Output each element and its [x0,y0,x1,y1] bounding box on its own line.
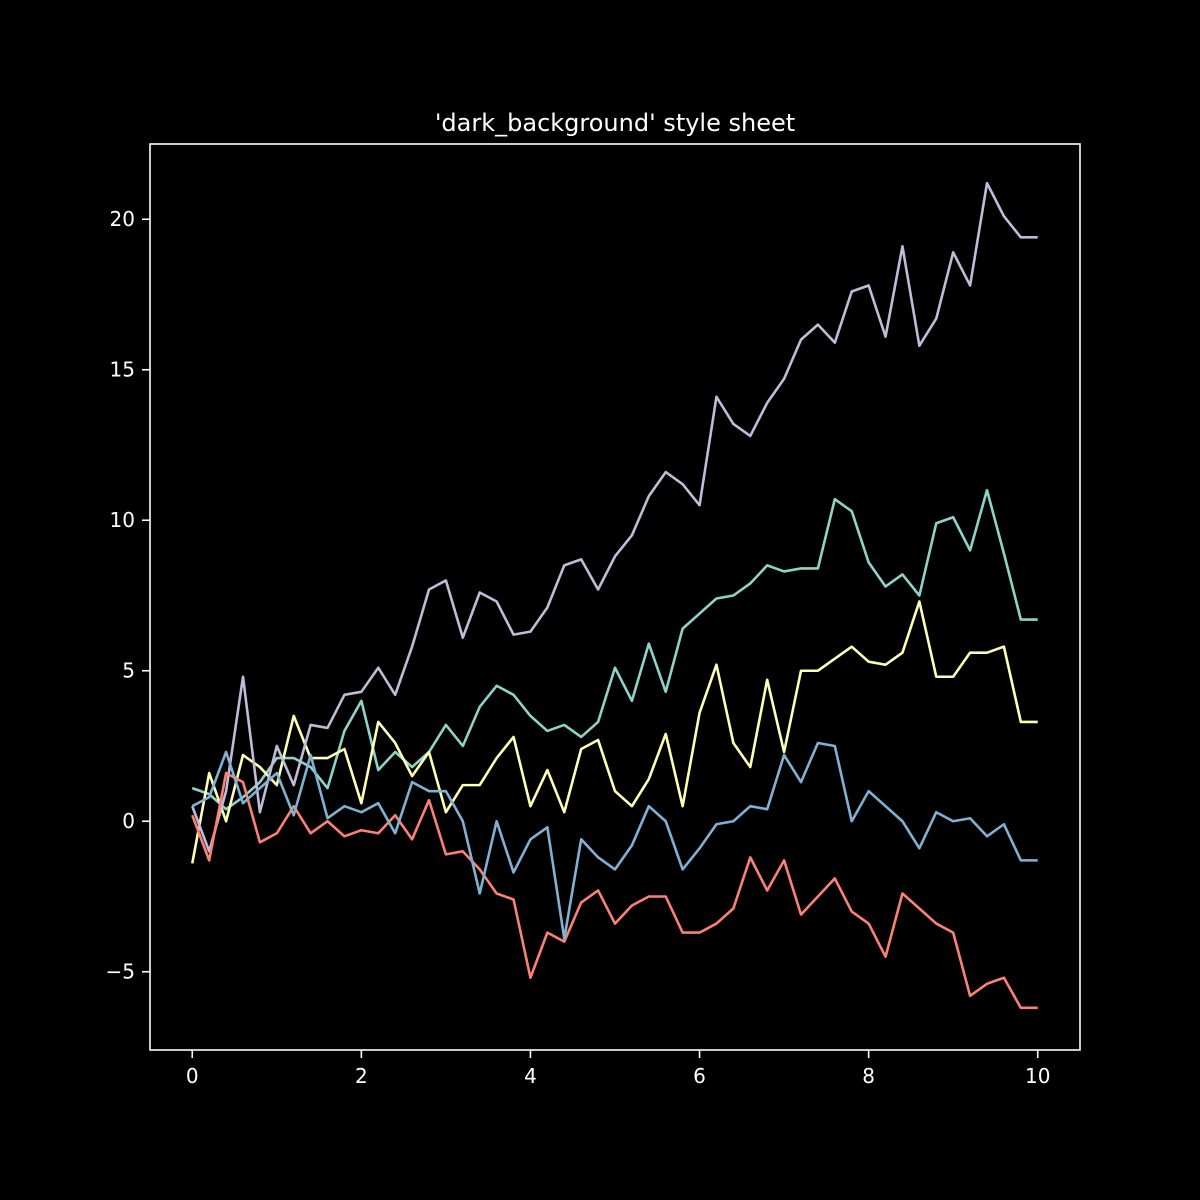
x-tick-label: 4 [524,1064,537,1088]
y-tick-label: 0 [122,809,135,833]
y-tick-label: 5 [122,659,135,683]
series-line-2 [190,600,1038,864]
series-2 [190,600,1038,864]
plot-frame [149,143,1081,1051]
series-line-3 [191,181,1038,853]
y-tick-label: 10 [110,508,135,532]
x-tick-label: 10 [1025,1064,1050,1088]
series-line-1 [191,488,1038,811]
series-3 [191,181,1038,853]
y-tick-label: 15 [110,358,135,382]
chart-title: 'dark_background' style sheet [435,109,795,137]
x-tick-label: 8 [862,1064,875,1088]
y-tick-label: 20 [110,207,135,231]
series-line-5 [191,741,1038,940]
tick-layer: 0 2 4 6 8 10 −5 0 5 10 15 20 [106,207,1051,1088]
series-1 [191,488,1038,811]
series-5 [191,741,1038,940]
series-line-4 [191,771,1038,1010]
x-tick-label: 6 [693,1064,706,1088]
series-4 [191,771,1038,1010]
x-tick-label: 2 [355,1064,368,1088]
x-tick-label: 0 [186,1064,199,1088]
series-layer [190,181,1038,1010]
y-tick-label: −5 [106,960,135,984]
